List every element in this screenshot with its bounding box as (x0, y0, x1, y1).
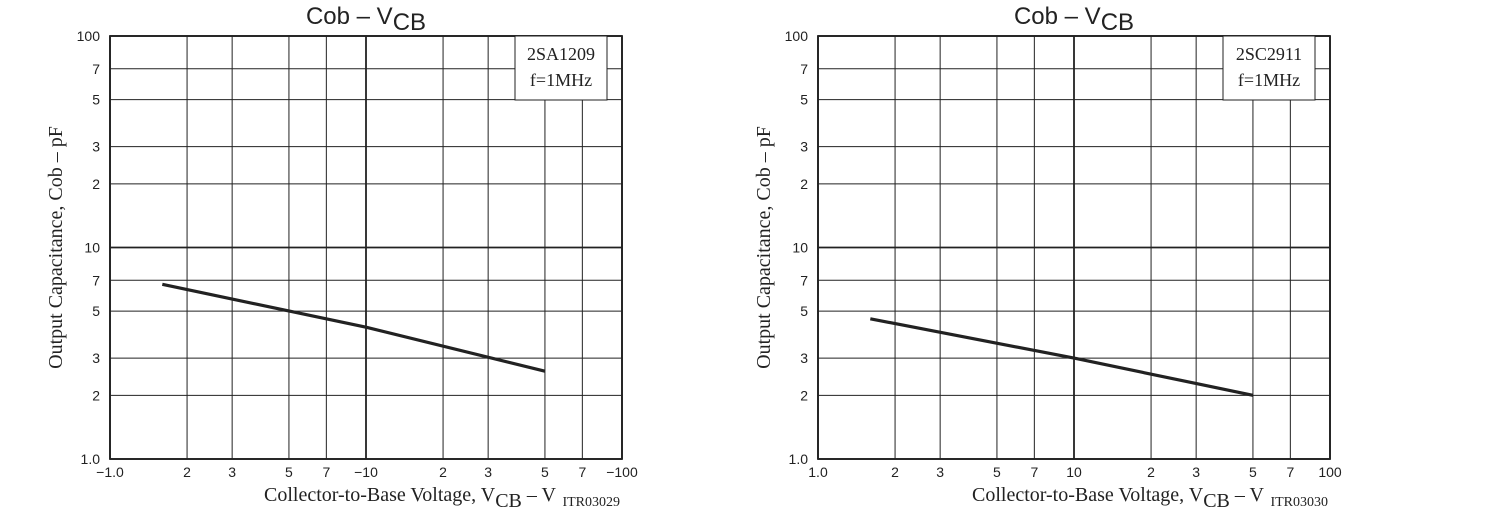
data-line (869, 317, 1254, 397)
x-tick-label: 3 (228, 464, 236, 480)
y-tick-label: 2 (92, 176, 100, 192)
x-tick-label: 3 (936, 464, 944, 480)
annotation: f=1MHz (1238, 70, 1300, 90)
annotation-box (1222, 35, 1316, 101)
x-tick-label: 5 (993, 464, 1001, 480)
title-text: Cob – V (306, 3, 393, 30)
x-tick-label: 1.0 (808, 464, 828, 480)
x-tick-label: 2 (891, 464, 899, 480)
y-axis-label: Output Capacitance, Cob – pF (753, 126, 775, 369)
y-tick-label: 7 (800, 272, 808, 288)
annotation: f=1MHz (530, 70, 592, 90)
y-tick-label: 7 (800, 61, 808, 77)
chart-title: Cob – VCB (1014, 3, 1134, 36)
x-label-subscript: CB (1203, 490, 1230, 510)
x-tick-label: −1.0 (96, 464, 124, 480)
x-label-text: Collector-to-Base Voltage, V (264, 484, 496, 506)
plot-frame (109, 35, 623, 460)
figure-code: ITR03030 (1270, 495, 1328, 510)
chart: 1.0 2 3 5 7 10 2 3 5 7 100 1.0 2 3 5 7 10 2 3 5 7 100 2SC2911 f… (753, 3, 1342, 510)
y-tick-label: 10 (84, 240, 100, 256)
x-label-text: – V (522, 484, 557, 506)
title-subscript: CB (1101, 9, 1134, 36)
x-tick-label: 2 (1147, 464, 1155, 480)
x-tick-label: 7 (1286, 464, 1294, 480)
y-tick-label: 5 (92, 303, 100, 319)
x-label-text: Collector-to-Base Voltage, V (972, 484, 1204, 506)
title-subscript: CB (393, 9, 426, 36)
y-tick-label: 5 (800, 92, 808, 108)
y-tick-label: 3 (800, 139, 808, 155)
data-line (161, 282, 546, 373)
y-tick-label: 2 (92, 387, 100, 403)
y-tick-label: 100 (785, 28, 809, 44)
x-tick-label: −10 (354, 464, 378, 480)
x-tick-label: 7 (578, 464, 586, 480)
y-tick-label: 5 (800, 303, 808, 319)
y-tick-label: 3 (92, 139, 100, 155)
x-tick-label: 5 (1249, 464, 1257, 480)
y-tick-label: 5 (92, 92, 100, 108)
x-tick-label: 100 (1318, 464, 1342, 480)
annotation: 2SA1209 (527, 44, 595, 64)
x-tick-label: 3 (484, 464, 492, 480)
x-axis-label: Collector-to-Base Voltage, VCB – V (264, 484, 557, 510)
y-tick-label: 7 (92, 61, 100, 77)
figure-code: ITR03029 (562, 495, 620, 510)
x-tick-label: 2 (439, 464, 447, 480)
y-axis-label: Output Capacitance, Cob – pF (45, 126, 67, 369)
x-tick-label: 2 (183, 464, 191, 480)
x-axis-label: Collector-to-Base Voltage, VCB – V (972, 484, 1265, 510)
y-tick-label: 10 (792, 240, 808, 256)
chart: 1.0 2 3 5 7 10 2 3 5 7 100 −1.0 2 3 5 7 −10 2 3 5 7 −100 2SA12… (45, 3, 638, 510)
x-tick-label: 5 (541, 464, 549, 480)
annotation-box (514, 35, 608, 101)
x-tick-label: 7 (1030, 464, 1038, 480)
y-tick-label: 2 (800, 176, 808, 192)
x-label-text: – V (1230, 484, 1265, 506)
y-tick-label: 100 (77, 28, 101, 44)
x-tick-label: 7 (322, 464, 330, 480)
y-tick-label: 2 (800, 387, 808, 403)
title-text: Cob – V (1014, 3, 1101, 30)
y-tick-label: 3 (92, 350, 100, 366)
x-tick-label: 5 (285, 464, 293, 480)
x-tick-label: 10 (1066, 464, 1082, 480)
x-tick-label: 3 (1192, 464, 1200, 480)
annotation: 2SC2911 (1236, 44, 1302, 64)
x-tick-label: −100 (606, 464, 638, 480)
y-tick-label: 7 (92, 272, 100, 288)
chart-title: Cob – VCB (306, 3, 426, 36)
x-label-subscript: CB (495, 490, 522, 510)
plot-frame (817, 35, 1331, 460)
y-tick-label: 3 (800, 350, 808, 366)
y-tick-label: 1.0 (789, 451, 809, 467)
y-tick-label: 1.0 (81, 451, 101, 467)
